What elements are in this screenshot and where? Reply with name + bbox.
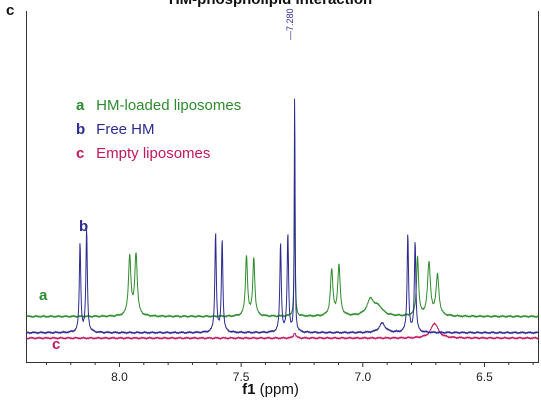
chart-title: HM-phospholipid interaction [169,0,372,8]
legend-label-c: Empty liposomes [96,145,211,162]
legend-item-b: b Free HM [76,118,241,142]
legend-label-a: HM-loaded liposomes [96,97,242,114]
legend-label-b: Free HM [96,121,155,138]
x-axis-label: f1 (ppm) [0,381,541,398]
trace-label-c: c [52,336,61,353]
x-axis-label-f1: f1 [242,381,256,398]
panel-label: c [6,2,15,19]
plot-frame [26,11,539,363]
legend-key-c: c [76,145,85,162]
peak-annotation: —7.280 [285,8,295,40]
legend-key-b: b [76,121,86,138]
legend-item-c: c Empty liposomes [76,142,241,166]
x-tick-label: 7.5 [233,370,250,384]
legend: a HM-loaded liposomes b Free HM c Empty … [76,94,241,166]
series-line-b [26,98,539,335]
series-line-a [26,156,539,319]
x-tick-label: 8.0 [111,370,128,384]
x-tick-label: 7.0 [354,370,371,384]
x-tick-label: 6.5 [476,370,493,384]
x-axis-label-unit: (ppm) [255,381,299,398]
legend-item-a: a HM-loaded liposomes [76,94,241,118]
chart-title-wrap: HM-phospholipid interaction [0,0,541,9]
trace-label-a: a [39,287,48,304]
legend-key-a: a [76,97,85,114]
trace-label-b: b [79,218,89,235]
series-line-c [26,322,539,341]
